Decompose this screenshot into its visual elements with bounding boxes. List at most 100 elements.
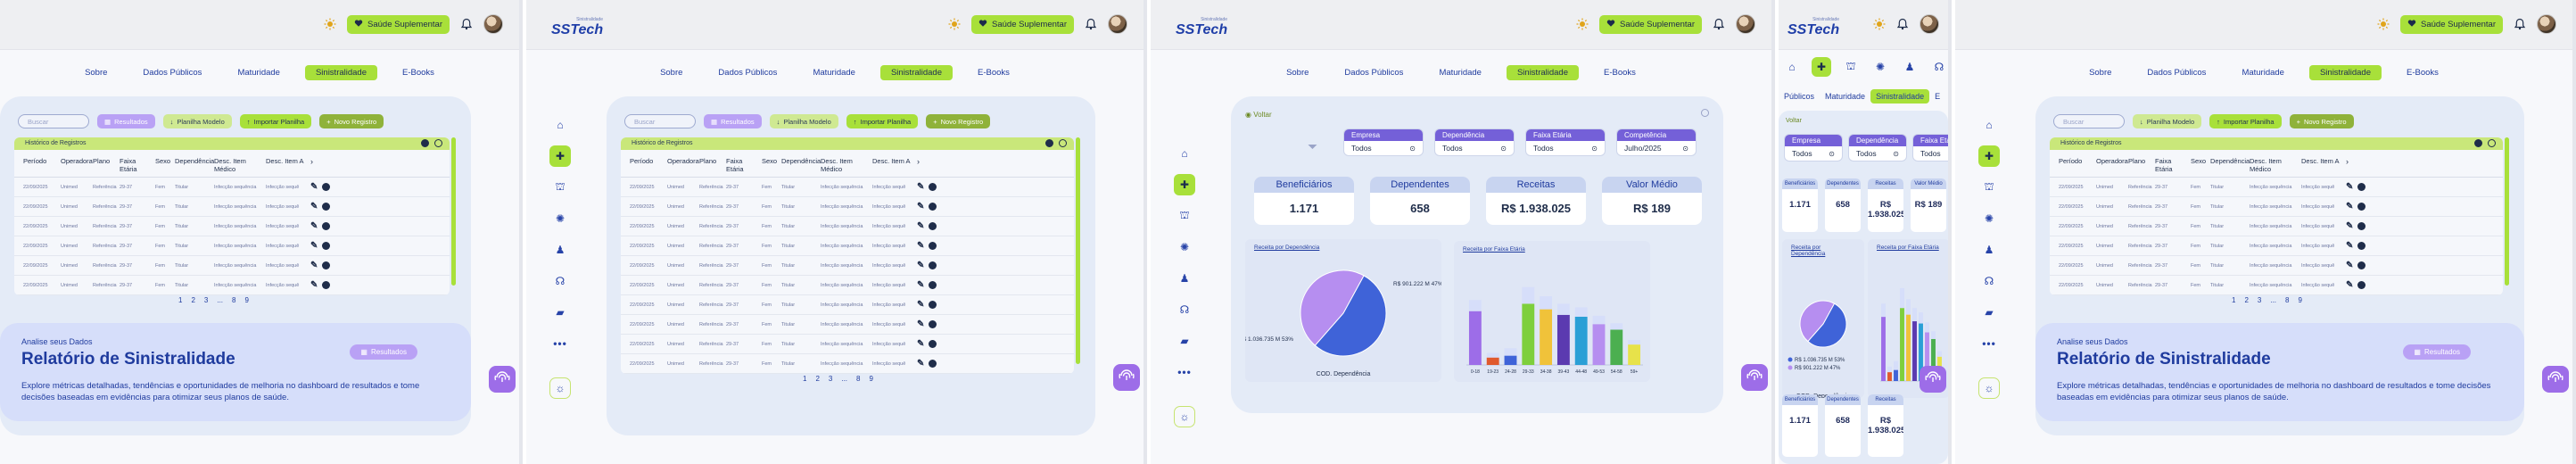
edit-icon[interactable]: ✎	[917, 201, 925, 211]
view-icon[interactable]	[929, 320, 937, 328]
sidebar-wallet-button[interactable]: ▰	[1978, 302, 2000, 323]
bar-titular-0-18[interactable]	[1468, 311, 1482, 365]
bar-titular-39-43[interactable]	[1912, 321, 1917, 381]
search-input[interactable]: Buscar	[18, 114, 89, 128]
view-icon[interactable]	[2357, 261, 2366, 269]
nav-item-dados-p-blicos[interactable]: Dados Públicos	[143, 68, 202, 78]
edit-icon[interactable]: ✎	[310, 279, 318, 290]
bell-icon[interactable]	[1713, 18, 1725, 30]
page-link[interactable]: 1	[803, 375, 807, 383]
bar-dependente-24-28[interactable]	[1894, 360, 1898, 370]
nav-item-e-books[interactable]: E-Books	[978, 68, 1010, 78]
column-header[interactable]: Sexo	[2191, 157, 2207, 165]
mobile-nav-item[interactable]: Públicos	[1784, 92, 1815, 101]
bell-icon[interactable]	[1085, 18, 1097, 30]
template-sheet-button[interactable]: ↓ Planilha Modelo	[769, 114, 838, 128]
table-row[interactable]: 22/09/2025 Unimed Referência 29-37 Fem Titula…	[2050, 178, 2503, 197]
bar-titular-29-33[interactable]	[1900, 308, 1904, 381]
view-icon[interactable]	[2357, 281, 2366, 289]
fingerprint-button[interactable]	[1920, 366, 1946, 393]
table-row[interactable]: 22/09/2025 Unimed Referência 29-37 Fem Titula…	[621, 276, 1074, 295]
page-link[interactable]: 9	[869, 375, 873, 383]
column-header[interactable]: Desc. Item A	[872, 157, 911, 165]
view-icon[interactable]	[929, 340, 937, 348]
results-button[interactable]: ▦ Resultados	[97, 114, 155, 128]
column-header[interactable]: Dependência	[2210, 157, 2250, 165]
new-record-button[interactable]: + Novo Registro	[319, 114, 384, 128]
edit-icon[interactable]: ✎	[917, 220, 925, 231]
column-header[interactable]: Plano	[93, 157, 111, 165]
column-header[interactable]: Operadora	[2096, 157, 2128, 165]
view-icon[interactable]	[929, 242, 937, 250]
pie-slice-1[interactable]	[1807, 302, 1847, 348]
avatar[interactable]	[483, 14, 503, 34]
pie-slice-2[interactable]	[1300, 269, 1365, 346]
table-row[interactable]: 22/09/2025 Unimed Referência 29-37 Fem Titula…	[14, 256, 450, 276]
nav-item-maturidade[interactable]: Maturidade	[1439, 68, 1482, 78]
table-row[interactable]: 22/09/2025 Unimed Referência 29-37 Fem Titula…	[2050, 217, 2503, 236]
edit-icon[interactable]: ✎	[2346, 260, 2354, 270]
avatar[interactable]	[2537, 14, 2556, 34]
plan-selector-button[interactable]: Saúde Suplementar	[971, 14, 1074, 34]
sidebar-more-button[interactable]: •••	[1174, 361, 1195, 383]
column-header[interactable]: Operadora	[667, 157, 699, 165]
filter-funnel-icon[interactable]: ⏷	[1308, 139, 1318, 153]
import-sheet-button[interactable]: ↑ Importar Planilha	[239, 114, 312, 128]
view-icon[interactable]	[322, 183, 331, 191]
table-row[interactable]: 22/09/2025 Unimed Referência 29-37 Fem Titula…	[14, 197, 450, 217]
edit-icon[interactable]: ✎	[917, 279, 925, 290]
table-row[interactable]: 22/09/2025 Unimed Referência 29-37 Fem Titula…	[621, 335, 1074, 354]
sun-icon[interactable]	[324, 18, 336, 30]
bar-dependente-39-43[interactable]	[1556, 303, 1570, 315]
new-record-button[interactable]: + Novo Registro	[926, 114, 991, 128]
bar-dependente-0-18[interactable]	[1881, 303, 1886, 318]
sidebar-hospital-button[interactable]: ⛫	[549, 177, 571, 198]
view-icon[interactable]	[929, 261, 937, 269]
edit-icon[interactable]: ✎	[917, 338, 925, 349]
filter-icon[interactable]	[1045, 139, 1053, 147]
banner-results-button[interactable]: ▦ Resultados	[2403, 344, 2471, 360]
table-row[interactable]: 22/09/2025 Unimed Referência 29-37 Fem Titula…	[2050, 276, 2503, 295]
edit-icon[interactable]: ✎	[310, 181, 318, 192]
close-icon[interactable]	[1701, 109, 1709, 117]
edit-icon[interactable]: ✎	[2346, 240, 2354, 251]
bar-titular-44-48[interactable]	[1919, 323, 1923, 381]
edit-icon[interactable]: ✎	[310, 201, 318, 211]
bar-titular-24-28[interactable]	[1894, 369, 1898, 381]
bar-titular-24-28[interactable]	[1504, 355, 1517, 365]
nav-item-sobre[interactable]: Sobre	[660, 68, 683, 78]
column-header[interactable]: Desc. Item Médico	[821, 157, 853, 173]
table-row[interactable]: 22/09/2025 Unimed Referência 29-37 Fem Titula…	[621, 256, 1074, 276]
sidebar-home-button[interactable]: ⌂	[549, 114, 571, 136]
bar-dependente-29-33[interactable]	[1900, 287, 1904, 309]
view-icon[interactable]	[929, 301, 937, 309]
table-row[interactable]: 22/09/2025 Unimed Referência 29-37 Fem Titula…	[2050, 236, 2503, 256]
page-link[interactable]: 2	[191, 296, 195, 304]
settings-icon[interactable]	[2488, 139, 2496, 147]
bar-dependente-19-23[interactable]	[1486, 352, 1499, 358]
sidebar-plus-cross-button[interactable]: ✚	[1174, 174, 1195, 195]
edit-icon[interactable]: ✎	[310, 240, 318, 251]
page-link[interactable]: 8	[856, 375, 861, 383]
sidebar-stethoscope-button[interactable]: ☊	[1978, 270, 2000, 292]
bar-titular-0-18[interactable]	[1881, 317, 1886, 381]
view-icon[interactable]	[322, 203, 331, 211]
mobile-plus-cross-button[interactable]: ✚	[1812, 57, 1831, 77]
sidebar-stethoscope-button[interactable]: ☊	[1174, 299, 1195, 320]
nav-item-sinistralidade[interactable]: Sinistralidade	[1506, 65, 1580, 80]
page-link[interactable]: 1	[178, 296, 183, 304]
new-record-button[interactable]: + Novo Registro	[2289, 114, 2354, 128]
brand-logo[interactable]: Sinistralidade SSTech	[1788, 18, 1839, 37]
view-icon[interactable]	[322, 222, 331, 230]
nav-item-sobre[interactable]: Sobre	[2089, 68, 2112, 78]
sun-icon[interactable]	[948, 18, 961, 30]
table-row[interactable]: 22/09/2025 Unimed Referência 29-37 Fem Titula…	[621, 178, 1074, 197]
nav-item-maturidade[interactable]: Maturidade	[237, 68, 280, 78]
mobile-people-button[interactable]: ♟	[1900, 57, 1920, 77]
bar-dependente-44-48[interactable]	[1574, 307, 1588, 317]
nav-item-sobre[interactable]: Sobre	[1286, 68, 1309, 78]
table-row[interactable]: 22/09/2025 Unimed Referência 29-37 Fem Titula…	[14, 178, 450, 197]
sun-icon[interactable]	[2377, 18, 2390, 30]
pie-slice-2[interactable]	[1799, 300, 1836, 343]
sidebar-sun-toggle-button[interactable]: ☼	[1174, 406, 1195, 427]
